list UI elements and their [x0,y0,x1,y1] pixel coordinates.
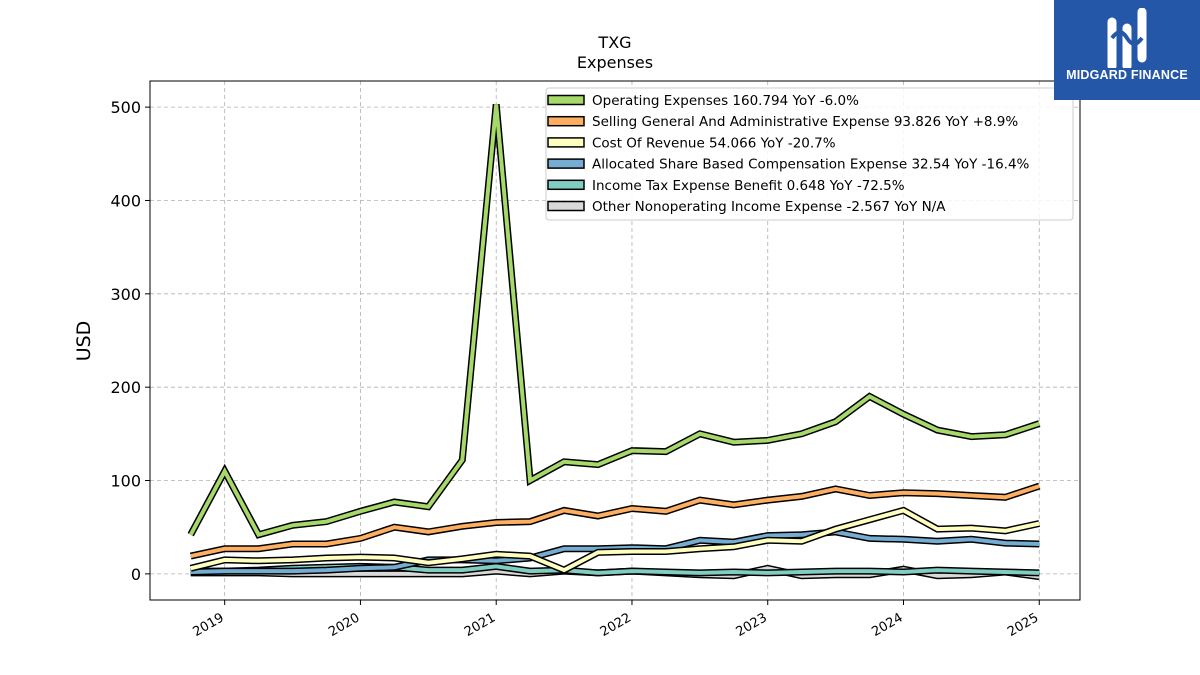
legend-entry: Allocated Share Based Compensation Expen… [592,157,1030,173]
logo-mark-icon [1107,8,1147,68]
x-tick-label: 2020 [326,610,362,640]
series-layer [187,103,1041,581]
chart-title: TXG [597,33,631,52]
y-tick-label: 0 [131,565,141,584]
series-3 [190,528,1040,576]
y-tick-label: 100 [110,472,141,491]
legend-swatch [547,94,585,106]
brand-logo: MIDGARD FINANCE [1054,0,1200,100]
legend-entry: Selling General And Administrative Expen… [592,114,1018,130]
series-line [190,529,1040,574]
y-tick-label: 500 [110,98,141,117]
chart-subtitle: Expenses [577,53,653,72]
series-line [190,508,1040,573]
legend-entry: Operating Expenses 160.794 YoY -6.0% [592,93,859,109]
x-tick-label: 2024 [869,610,905,640]
legend-swatch [547,115,585,127]
y-tick-label: 200 [110,378,141,397]
series-line [188,104,1040,538]
legend-swatch [547,179,585,191]
plot-frame [149,80,1081,601]
series-line [190,484,1040,559]
y-tick-label: 300 [110,285,141,304]
series-0 [187,103,1041,539]
legend-swatch [547,158,585,169]
legend-box [545,87,1074,221]
legend-entry: Other Nonoperating Income Expense -2.567… [592,199,946,215]
legend-entry: Cost Of Revenue 54.066 YoY -20.7% [592,135,836,151]
x-tick-label: 2023 [734,610,770,640]
x-tick-label: 2021 [462,610,498,640]
legend: Operating Expenses 160.794 YoY -6.0% Sell… [545,87,1074,221]
legend-swatch [547,200,585,212]
x-tick-label: 2022 [598,610,634,640]
legend-swatch [547,137,585,148]
brand-name: MIDGARD FINANCE [1066,68,1188,82]
series-2 [189,506,1041,574]
x-tick-label: 2019 [191,610,227,640]
y-tick-label: 400 [110,191,141,210]
x-tick-label: 2025 [1005,610,1041,640]
y-axis-label: USD [73,321,95,362]
series-1 [189,482,1041,560]
legend-entry: Income Tax Expense Benefit 0.648 YoY -72… [592,178,905,194]
